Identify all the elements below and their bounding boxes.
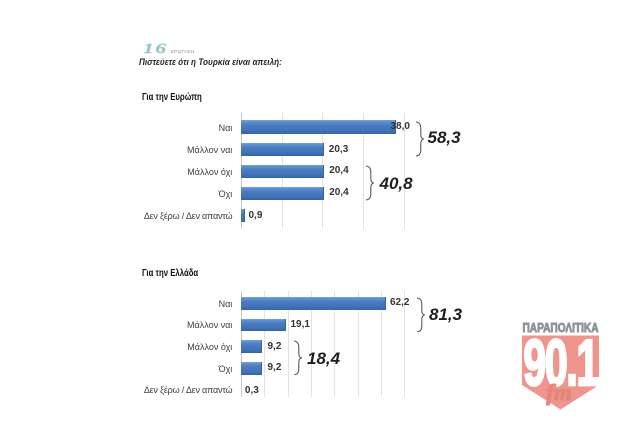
svg-text:fm: fm — [546, 380, 572, 405]
svg-text:ΠΑΡΑΠΟΛΙΤΙΚΑ: ΠΑΡΑΠΟΛΙΤΙΚΑ — [522, 321, 599, 335]
svg-text:90.1: 90.1 — [523, 326, 598, 399]
